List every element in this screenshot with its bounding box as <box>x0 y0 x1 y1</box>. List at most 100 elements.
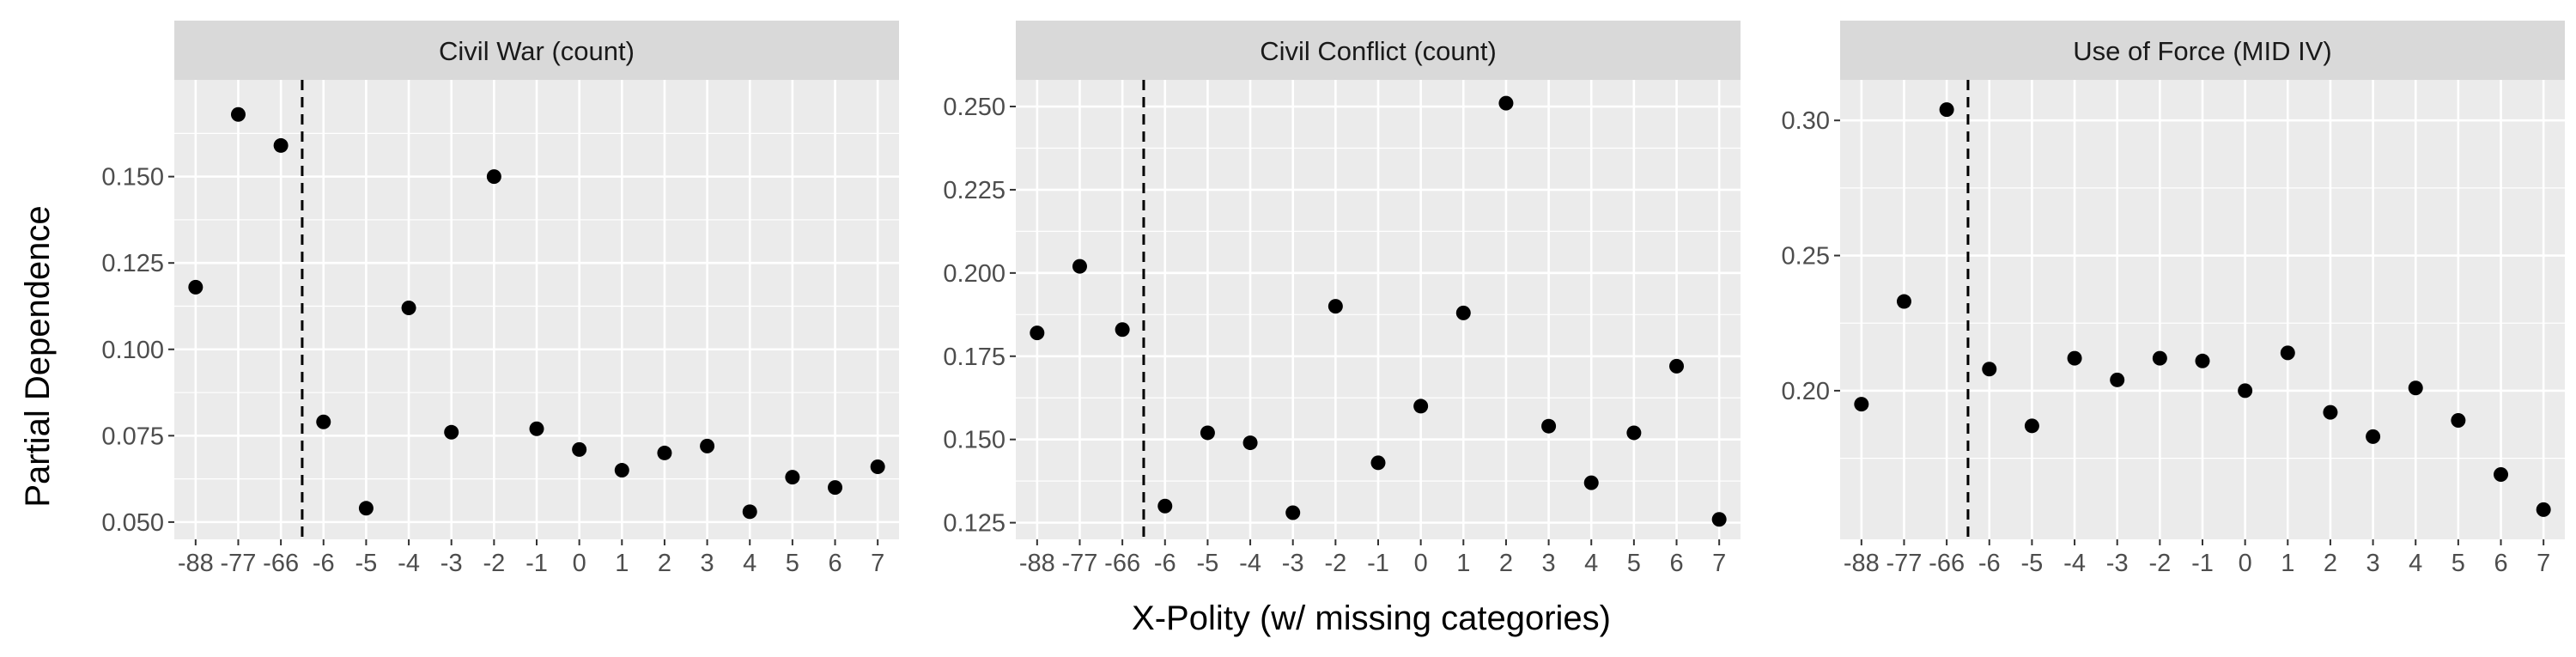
x-axis-title: X-Polity (w/ missing categories) <box>1132 599 1611 637</box>
x-tick-label: 1 <box>1456 550 1470 577</box>
y-axis-title: Partial Dependence <box>19 205 57 507</box>
data-point <box>1413 398 1429 414</box>
x-tick-label: -88 <box>178 550 214 577</box>
data-point <box>2110 372 2125 387</box>
data-point <box>572 441 587 457</box>
data-point <box>828 480 843 496</box>
y-tick-label: 0.125 <box>943 510 1005 538</box>
data-point <box>1498 95 1514 111</box>
y-tick-label: 0.075 <box>101 423 164 450</box>
x-tick-label: 6 <box>828 550 841 577</box>
x-tick-label: 3 <box>701 550 714 577</box>
data-point <box>2067 350 2082 366</box>
data-point <box>2238 383 2253 398</box>
x-tick-label: -1 <box>2191 550 2214 577</box>
x-tick-label: -2 <box>1324 550 1346 577</box>
x-tick-label: -5 <box>355 550 378 577</box>
data-point <box>1072 259 1087 274</box>
x-tick-label: 7 <box>871 550 884 577</box>
x-tick-label: 1 <box>2281 550 2294 577</box>
data-point <box>2536 502 2551 517</box>
x-tick-label: -1 <box>526 550 548 577</box>
data-point <box>2024 418 2039 434</box>
x-tick-label: 6 <box>2494 550 2507 577</box>
data-point <box>273 137 289 153</box>
x-tick-label: -6 <box>1154 550 1176 577</box>
x-tick-label: -77 <box>221 550 257 577</box>
data-point <box>1669 358 1685 374</box>
facet-strip <box>174 21 899 80</box>
x-tick-label: 4 <box>2409 550 2422 577</box>
data-point <box>486 169 501 185</box>
x-tick-label: 5 <box>2451 550 2465 577</box>
data-point <box>316 414 331 429</box>
data-point <box>742 504 757 520</box>
y-tick-label: 0.25 <box>1782 243 1830 271</box>
data-point <box>1896 294 1911 309</box>
y-tick-label: 0.20 <box>1782 378 1830 405</box>
facet-panel: Use of Force (MID IV)0.200.250.30-88 -77-… <box>1782 21 2565 577</box>
data-point <box>529 421 544 436</box>
data-point <box>1982 362 1997 377</box>
data-point <box>1115 322 1130 338</box>
facet-title: Use of Force (MID IV) <box>2073 36 2331 66</box>
facet-strip <box>1016 21 1741 80</box>
x-tick-label: -4 <box>2063 550 2086 577</box>
x-tick-label: -3 <box>440 550 463 577</box>
y-tick-label: 0.125 <box>101 250 164 277</box>
x-tick-label: 2 <box>2324 550 2337 577</box>
data-point <box>1626 425 1642 441</box>
y-tick-label: 0.100 <box>101 337 164 364</box>
x-tick-label: -66 <box>1104 550 1140 577</box>
x-tick-label: 3 <box>1542 550 1556 577</box>
x-tick-label: -5 <box>1197 550 1219 577</box>
y-tick-label: 0.30 <box>1782 107 1830 135</box>
data-point <box>2451 413 2466 429</box>
x-tick-label: -88 <box>1844 550 1880 577</box>
data-point <box>2494 466 2509 482</box>
data-point <box>1455 305 1471 320</box>
x-tick-label: -66 <box>1929 550 1965 577</box>
x-tick-label: -4 <box>1239 550 1261 577</box>
x-tick-label: 0 <box>573 550 586 577</box>
x-tick-label: -1 <box>1367 550 1389 577</box>
x-tick-label: 0 <box>1414 550 1428 577</box>
data-point <box>2280 345 2295 361</box>
data-point <box>1939 102 1954 118</box>
data-point <box>2195 353 2210 368</box>
data-point <box>1242 435 1258 451</box>
y-tick-label: 0.225 <box>943 177 1005 204</box>
data-point <box>1030 325 1045 341</box>
x-tick-label: 2 <box>658 550 671 577</box>
data-point <box>1327 299 1343 314</box>
data-point <box>614 463 629 478</box>
data-point <box>2408 380 2423 396</box>
data-point <box>1157 498 1173 514</box>
data-point <box>2152 350 2167 366</box>
x-tick-label: -6 <box>1978 550 2001 577</box>
data-point <box>188 279 204 295</box>
chart-panels: Civil War (count) 0.050 0.075 0.100 0.125 0.1… <box>101 21 2565 577</box>
facet-strip <box>1840 21 2565 80</box>
data-point <box>358 501 374 516</box>
data-point <box>1285 505 1301 520</box>
y-tick-label: 0.050 <box>101 509 164 537</box>
data-point <box>2323 405 2338 420</box>
y-tick-label: 0.200 <box>943 260 1005 288</box>
x-tick-label: -3 <box>2106 550 2129 577</box>
x-tick-label: -5 <box>2021 550 2044 577</box>
data-point <box>1583 475 1599 490</box>
x-tick-label: 3 <box>2366 550 2380 577</box>
x-tick-label: 7 <box>2537 550 2550 577</box>
data-point <box>870 459 885 475</box>
data-point <box>444 424 459 440</box>
facet-title: Civil Conflict (count) <box>1260 36 1497 66</box>
facet-title: Civil War (count) <box>439 36 635 66</box>
data-point <box>1711 512 1727 527</box>
facet-panel: Civil War (count) 0.050 0.075 0.100 0.125 0.1… <box>101 21 899 577</box>
data-point <box>785 470 800 485</box>
x-tick-label: -77 <box>1062 550 1098 577</box>
data-point <box>1370 455 1386 471</box>
